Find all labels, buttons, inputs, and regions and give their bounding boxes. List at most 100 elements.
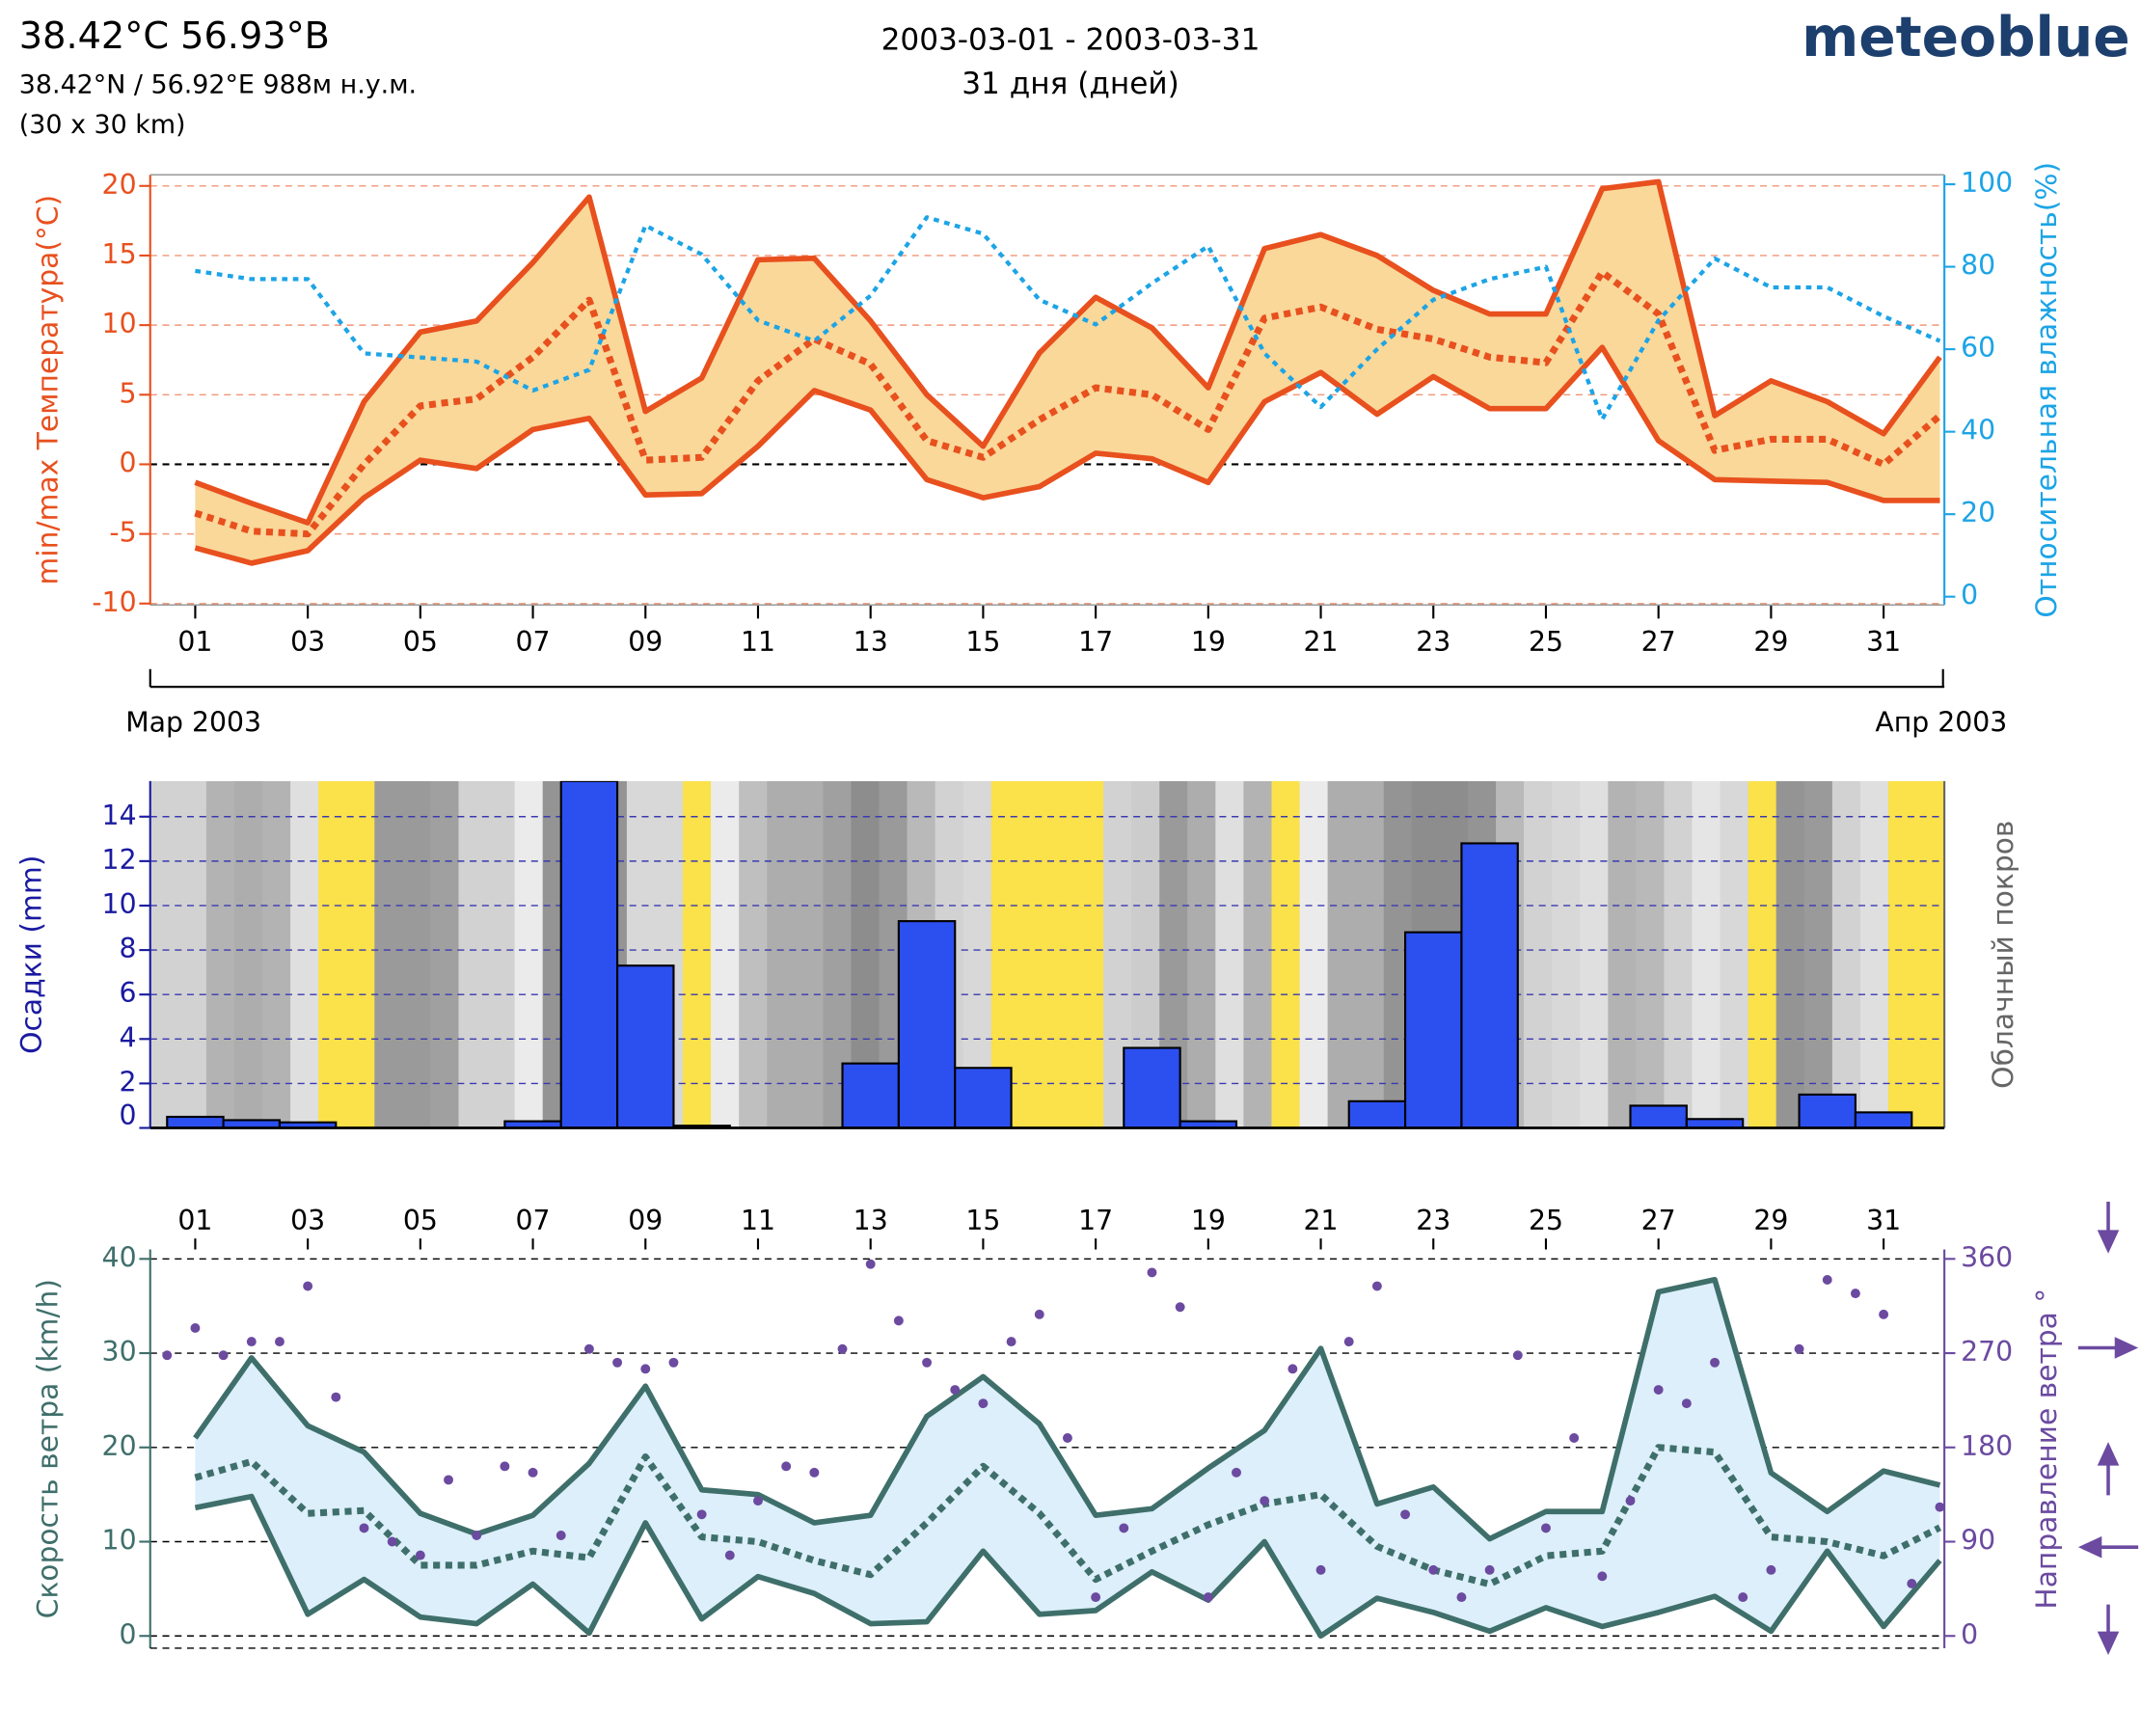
- direction-point: [190, 1323, 201, 1333]
- bar: [1629, 1104, 1688, 1128]
- y-tick-label: 20: [102, 1430, 137, 1462]
- direction-point: [387, 1536, 397, 1547]
- cloud-stripe: [233, 780, 263, 1128]
- panel: 0 10 20 30 40 0 90 180 270 360 01 03 05 07 09 11 13 15 17 1…: [31, 1205, 2064, 1650]
- y-tick-label: 6: [120, 977, 137, 1009]
- direction-point: [1512, 1350, 1523, 1361]
- cloud-stripe: [795, 780, 825, 1128]
- cloud-stripe: [1664, 780, 1694, 1128]
- direction-point: [1147, 1267, 1157, 1278]
- x-tick-label: 13: [854, 626, 888, 658]
- direction-point: [246, 1337, 257, 1347]
- direction-point: [275, 1337, 285, 1347]
- cloud-stripe: [1608, 780, 1638, 1128]
- direction-point: [753, 1496, 763, 1506]
- direction-point: [556, 1531, 566, 1540]
- series-line: [193, 1276, 1941, 1542]
- direction-point: [1343, 1337, 1354, 1347]
- bar: [616, 964, 675, 1128]
- direction-point: [978, 1398, 989, 1409]
- x-tick-label: 21: [1304, 626, 1339, 658]
- x-tick-label: 03: [290, 1205, 325, 1236]
- period: 2003-03-01 - 2003-03-31: [881, 22, 1260, 57]
- cloud-stripe: [767, 780, 797, 1128]
- cloud-stripe: [683, 780, 712, 1128]
- x-tick-label: 03: [290, 626, 325, 658]
- direction-point: [640, 1364, 651, 1374]
- direction-point: [865, 1259, 876, 1269]
- cloud-stripe: [1748, 780, 1777, 1128]
- bar: [897, 920, 957, 1128]
- cloud-stripe: [1859, 780, 1889, 1128]
- cloud-stripe: [458, 780, 488, 1128]
- x-tick-label: 27: [1641, 1205, 1676, 1236]
- y-tick-label: 0: [120, 1618, 137, 1650]
- y-tick-label: 20: [102, 169, 137, 201]
- y2-tick-label: 60: [1961, 332, 1995, 364]
- y-tick-label: -10: [92, 586, 136, 618]
- x-tick-label: 19: [1191, 626, 1226, 658]
- bar: [278, 1121, 338, 1128]
- y-tick-label: 2: [120, 1066, 137, 1098]
- y-tick-label: 12: [102, 844, 137, 876]
- cloud-stripe: [1552, 780, 1581, 1128]
- cloud-stripe: [1524, 780, 1553, 1128]
- direction-point: [1879, 1309, 1889, 1319]
- y-tick-label: 14: [102, 800, 137, 831]
- direction-point: [1822, 1275, 1832, 1285]
- direction-point: [1484, 1564, 1495, 1575]
- direction-point: [696, 1509, 707, 1520]
- direction-point: [809, 1467, 820, 1478]
- y-tick-label: 4: [120, 1021, 137, 1053]
- direction-point: [893, 1316, 904, 1326]
- y-axis-label: Скорость ветра (km/h): [31, 1279, 65, 1618]
- bar: [1854, 1111, 1913, 1128]
- direction-point: [1175, 1302, 1185, 1313]
- cloud-stripe: [1327, 780, 1357, 1128]
- series-line: [194, 268, 1942, 538]
- series-line: [195, 215, 1941, 421]
- direction-point: [1371, 1281, 1382, 1291]
- title: 38.42°C 56.93°B: [19, 15, 330, 58]
- cloud-stripe: [1243, 780, 1273, 1128]
- direction-point: [218, 1350, 229, 1361]
- y-tick-label: 0: [120, 1099, 137, 1131]
- x-tick-label: 19: [1191, 1205, 1226, 1236]
- bar: [559, 780, 619, 1128]
- cloud-stripe: [1580, 780, 1610, 1128]
- x-tick-label: 25: [1529, 1205, 1563, 1236]
- range-band: [195, 181, 1940, 563]
- direction-point: [1203, 1592, 1213, 1603]
- plot-area: [149, 178, 1945, 605]
- x-tick-label: 07: [516, 626, 551, 658]
- x-tick-label: 13: [854, 1205, 888, 1236]
- cloud-stripe: [177, 780, 207, 1128]
- cloud-stripe: [1187, 780, 1217, 1128]
- direction-point: [444, 1475, 453, 1485]
- bar: [1123, 1046, 1181, 1128]
- direction-point: [1738, 1592, 1748, 1603]
- direction-point: [162, 1350, 173, 1361]
- cloud-stripe: [1803, 780, 1833, 1128]
- direction-point: [922, 1357, 933, 1368]
- y-tick-label: 15: [102, 238, 137, 270]
- direction-point: [1794, 1343, 1804, 1354]
- y-axis-label: Осадки (mm): [14, 855, 48, 1054]
- cloud-stripe: [1074, 780, 1104, 1128]
- x-tick-label: 09: [628, 1205, 663, 1236]
- cloud-stripe: [711, 780, 740, 1128]
- direction-point: [472, 1531, 482, 1540]
- y-tick-label: 10: [102, 308, 137, 339]
- y-tick-label: 40: [102, 1241, 137, 1273]
- direction-point: [1681, 1398, 1692, 1409]
- y-tick-label: 10: [102, 888, 137, 920]
- x-tick-label: 07: [516, 1205, 551, 1236]
- x-tick-label: 23: [1416, 626, 1450, 658]
- direction-point: [1428, 1564, 1439, 1575]
- cloud-stripe: [739, 780, 768, 1128]
- direction-point: [583, 1343, 594, 1354]
- y2-tick-label: 100: [1961, 167, 2013, 199]
- direction-point: [1653, 1385, 1664, 1396]
